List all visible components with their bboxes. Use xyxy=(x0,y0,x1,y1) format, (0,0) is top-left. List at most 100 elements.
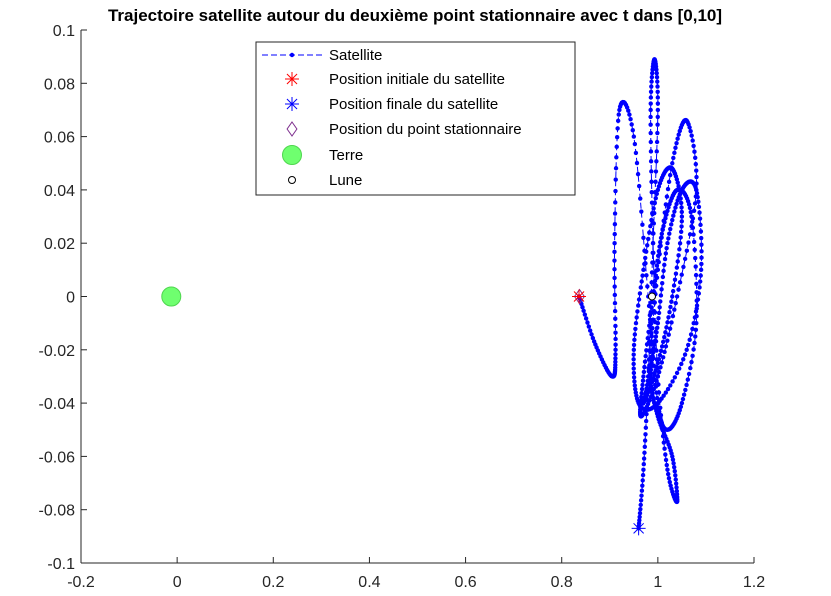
satellite-point xyxy=(644,273,649,278)
satellite-point xyxy=(659,231,665,236)
satellite-point xyxy=(679,219,685,224)
satellite-point xyxy=(676,253,681,258)
satellite-point xyxy=(635,309,640,314)
satellite-point xyxy=(670,313,676,319)
satellite-point xyxy=(661,393,666,398)
satellite-point xyxy=(632,379,637,384)
satellite-point xyxy=(677,128,682,134)
satellite-point xyxy=(698,273,703,278)
satellite-point xyxy=(656,382,661,387)
satellite-point xyxy=(672,307,677,312)
satellite-point xyxy=(660,274,666,280)
satellite-point xyxy=(616,112,621,117)
satellite-point xyxy=(691,143,696,149)
satellite-point xyxy=(663,452,668,457)
satellite-point xyxy=(650,241,656,246)
satellite-point xyxy=(653,339,659,344)
satellite-point xyxy=(658,413,664,418)
satellite-point xyxy=(689,133,694,138)
satellite-point xyxy=(679,361,684,367)
satellite-point xyxy=(656,310,662,316)
satellite-point xyxy=(656,390,662,395)
satellite-point xyxy=(687,232,693,237)
satellite-point xyxy=(663,344,669,349)
y-tick-label: 0.08 xyxy=(44,76,75,93)
satellite-point xyxy=(654,159,659,164)
satellite-point xyxy=(665,467,670,472)
y-tick-label: -0.06 xyxy=(39,449,76,466)
satellite-point xyxy=(668,226,673,232)
satellite-point xyxy=(673,473,678,478)
satellite-point xyxy=(648,159,654,164)
moon-marker xyxy=(647,292,656,301)
satellite-point xyxy=(671,213,676,218)
satellite-point xyxy=(643,418,649,424)
satellite-point xyxy=(612,308,618,314)
satellite-point xyxy=(582,312,588,317)
satellite-point xyxy=(687,337,692,342)
satellite-point xyxy=(668,304,673,310)
satellite-point xyxy=(666,179,672,185)
satellite-point xyxy=(676,287,681,292)
satellite-point xyxy=(627,112,632,117)
satellite-point xyxy=(691,208,697,213)
satellite-point xyxy=(642,261,647,267)
y-axis-ticks: -0.1 -0.08 -0.06 -0.04 -0.02 0 0.02 0.04 0.06 0.0… xyxy=(39,23,87,573)
satellite-point xyxy=(677,241,683,246)
satellite-trajectory xyxy=(576,57,704,531)
satellite-point xyxy=(689,224,694,229)
satellite-point xyxy=(681,392,687,397)
satellite-point xyxy=(655,267,661,273)
satellite-point xyxy=(688,209,693,215)
satellite-point xyxy=(666,236,671,241)
satellite-point xyxy=(690,216,696,221)
satellite-point xyxy=(663,202,669,207)
satellite-point xyxy=(685,377,691,382)
satellite-point xyxy=(649,270,655,275)
satellite-point xyxy=(612,221,618,227)
satellite-point xyxy=(613,336,618,342)
satellite-point xyxy=(639,279,644,284)
satellite-point xyxy=(660,433,666,439)
satellite-point xyxy=(639,209,644,214)
satellite-point xyxy=(693,272,699,278)
satellite-point xyxy=(690,326,695,332)
satellite-point xyxy=(655,95,661,100)
satellite-point xyxy=(633,150,639,156)
satellite-point xyxy=(674,265,680,270)
satellite-point xyxy=(649,217,654,223)
satellite-point xyxy=(692,340,697,346)
satellite-point xyxy=(626,108,631,113)
satellite-point xyxy=(664,194,670,199)
satellite-point xyxy=(662,446,667,451)
satellite-point xyxy=(613,188,618,194)
satellite-point xyxy=(690,353,695,359)
satellite-point xyxy=(648,114,653,120)
satellite-point xyxy=(651,350,656,355)
satellite-point xyxy=(648,89,654,95)
satellite-point xyxy=(648,122,653,127)
satellite-point xyxy=(680,396,686,402)
satellite-point xyxy=(669,222,674,227)
satellite-point xyxy=(612,211,618,216)
satellite-point xyxy=(638,285,643,290)
satellite-point xyxy=(653,329,658,335)
satellite-point xyxy=(612,258,617,263)
satellite-point xyxy=(642,359,648,364)
satellite-point xyxy=(677,366,682,371)
satellite-point xyxy=(671,283,677,288)
satellite-point xyxy=(652,342,657,347)
satellite-point xyxy=(640,273,645,278)
satellite-point xyxy=(641,374,646,379)
satellite-point xyxy=(693,309,699,314)
satellite-point xyxy=(667,309,672,315)
satellite-point xyxy=(692,315,698,320)
satellite-point xyxy=(688,332,694,337)
satellite-point xyxy=(613,362,618,368)
y-tick-label: -0.04 xyxy=(39,396,76,413)
satellite-point xyxy=(613,200,618,205)
satellite-point xyxy=(648,377,653,382)
satellite-point xyxy=(694,281,699,286)
satellite-point xyxy=(689,219,695,224)
satellite-point xyxy=(677,280,683,285)
